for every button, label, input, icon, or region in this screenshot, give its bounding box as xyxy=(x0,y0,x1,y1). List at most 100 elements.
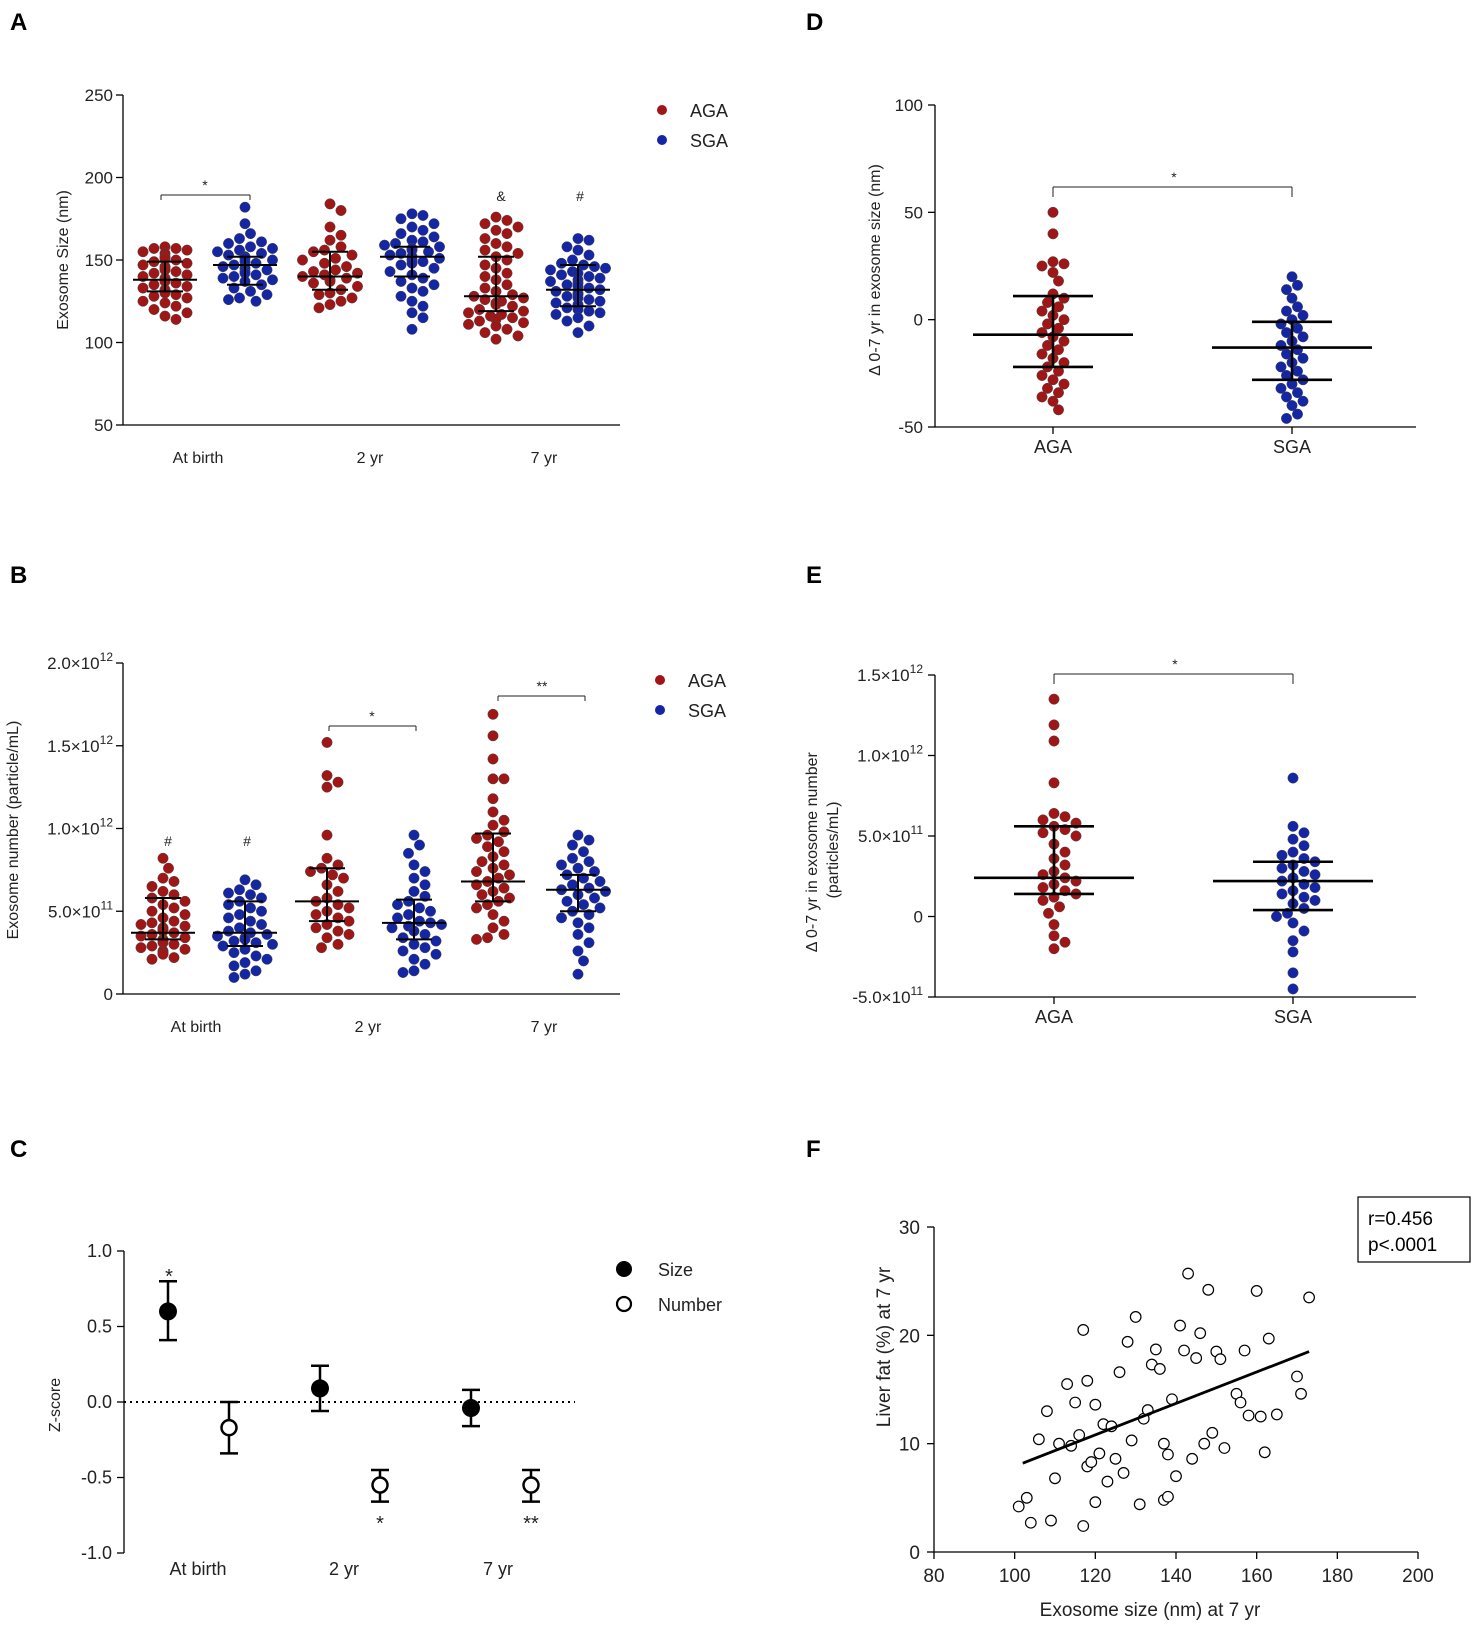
panel-a-group-0-point-15 xyxy=(170,266,182,277)
panel-a-ytick-label-2: 150 xyxy=(85,251,113,270)
panel-c-legend-number-marker xyxy=(615,1295,633,1313)
panel-e-group-0-point-30 xyxy=(1059,936,1071,948)
panel-d-group-0-point-1 xyxy=(1047,228,1059,240)
panel-b-group-5-point-18 xyxy=(561,895,573,907)
panel-b-group-1-point-9 xyxy=(256,905,267,917)
panel-b-group-2-point-9 xyxy=(327,869,338,881)
panel-f-point-57 xyxy=(1250,1285,1263,1297)
panel-a-group-4-point-3 xyxy=(512,221,524,233)
panel-b-group-4-point-3 xyxy=(487,773,499,785)
panel-b-group-0-point-11 xyxy=(146,905,158,917)
panel-a-group-4-point-37 xyxy=(518,317,529,329)
panel-b-group-4-point-26 xyxy=(476,889,488,901)
panel-c-ylabel: Z-score xyxy=(47,1378,64,1432)
panel-b-group-3-point-31 xyxy=(397,967,409,978)
panel-a-group-3-point-36 xyxy=(417,312,429,324)
panel-d-ytick-label-3: 100 xyxy=(895,96,923,115)
panel-f-point-41 xyxy=(1174,1319,1186,1332)
panel-a-group-4-point-8 xyxy=(501,241,513,253)
panel-b-group-2-point-20 xyxy=(343,915,355,927)
panel-a-group-4-point-13 xyxy=(479,259,491,271)
panel-b-sig-7yr: ** xyxy=(537,678,548,694)
panel-a-axes: 50 100 150 200 250 At birth 2 yr 7 yr xyxy=(85,86,620,467)
panel-b-group-1-point-31 xyxy=(250,965,262,977)
panel-c-ytick-label-0: -1.0 xyxy=(81,1543,112,1563)
panel-a-group-0-point-16 xyxy=(148,267,160,279)
panel-f-stats-box xyxy=(1357,1196,1471,1263)
panel-a-group-0-point-39 xyxy=(170,313,182,325)
panel-e-group-1-point-12 xyxy=(1309,869,1321,881)
panel-b-group-1-point-1 xyxy=(250,879,262,891)
panel-c-ytick-label-4: 1.0 xyxy=(87,1241,112,1261)
panel-f-point-10 xyxy=(1069,1396,1082,1409)
panel-b-group-2-point-0 xyxy=(321,736,333,748)
panel-f-point-63 xyxy=(1295,1387,1307,1400)
panel-b-group-4-point-36 xyxy=(471,933,482,945)
panel-f-xtick-label-0: 80 xyxy=(923,1566,944,1587)
panel-b-group-0-point-4 xyxy=(146,880,158,892)
panel-e-axes: -5.0×1011 0 5.0×1011 1.0×1012 1.5×1012 AGA SGA xyxy=(852,662,1416,1027)
panel-e-group-1-point-18 xyxy=(1276,888,1288,900)
panel-f-r-value: r=0.456 xyxy=(1368,1209,1433,1230)
panel-c-sig-birth-size: * xyxy=(165,1266,173,1288)
panel-e-ylabel: Δ 0-7 yr in exosome number (particles/mL… xyxy=(804,748,842,953)
panel-e-group-0-point-27 xyxy=(1043,907,1054,919)
panel-a-group-0-point-25 xyxy=(181,280,193,292)
panel-b-sig-2yr: * xyxy=(369,708,375,724)
panel-f-point-45 xyxy=(1190,1352,1203,1364)
panel-a-sig-star: * xyxy=(202,177,208,193)
panel-a-group-4-point-41 xyxy=(479,327,491,339)
panel-b-group-4-point-10 xyxy=(482,829,493,841)
panel-a-group-3-point-17 xyxy=(384,249,396,261)
panel-e-group-0-point-1 xyxy=(1048,719,1060,731)
panel-e-group-1-point-27 xyxy=(1287,935,1299,947)
panel-f-point-46 xyxy=(1194,1327,1207,1340)
panel-d-group-1-point-0 xyxy=(1286,271,1298,283)
panel-a-group-3-point-6 xyxy=(395,228,407,240)
panel-d-group-0-point-5 xyxy=(1047,266,1059,278)
panel-a-group-5-point-29 xyxy=(594,295,606,307)
panel-b-group-3-point-1 xyxy=(414,839,425,851)
panel-d-group-0-point-27 xyxy=(1047,374,1059,386)
panel-a-group-1-point-0 xyxy=(239,201,251,213)
panel-f-point-28 xyxy=(1129,1311,1142,1323)
panel-a-group-3-point-9 xyxy=(417,236,429,248)
panel-b-group-0-point-1 xyxy=(163,862,174,874)
panel-b-group-4-point-31 xyxy=(487,909,499,921)
panel-a-group-5-point-6 xyxy=(556,257,567,269)
panel-e-group-0-point-6 xyxy=(1037,814,1049,826)
panel-a-group-0-point-32 xyxy=(181,292,193,304)
panel-d-chart: -50 0 50 100 AGA SGA Δ 0-7 yr in exosome size… xyxy=(867,96,1416,457)
panel-d-group-1-point-6 xyxy=(1297,309,1309,321)
panel-a-group-0-point-35 xyxy=(170,300,182,312)
panel-b-group-3-point-5 xyxy=(408,872,420,884)
panel-b-group-5-point-0 xyxy=(572,829,584,841)
panel-f-axes: 0 10 20 30 80 100 120 140 160 180 200 xyxy=(899,1218,1434,1587)
panel-b-group-5-point-1 xyxy=(583,834,595,846)
panel-e-group-1-point-24 xyxy=(1271,911,1282,922)
panel-c-ytick-label-2: 0.0 xyxy=(87,1392,112,1412)
panel-d-group-1-point-11 xyxy=(1297,331,1309,343)
panel-b-group-5-point-27 xyxy=(583,937,595,949)
panel-e-ylabel-line2: (particles/mL) xyxy=(825,802,842,899)
panel-b-group-0-point-2 xyxy=(157,872,169,884)
panel-b-group-0-point-28 xyxy=(168,938,180,950)
panel-b-group-5-point-20 xyxy=(594,902,606,914)
panel-b-group-4-point-7 xyxy=(498,814,510,826)
panel-a-group-5-point-23 xyxy=(550,285,562,297)
panel-b-group-3-point-21 xyxy=(419,928,431,940)
panel-f-xlabel: Exosome size (nm) at 7 yr xyxy=(1040,1600,1261,1621)
panel-a-group-5-point-14 xyxy=(583,271,595,282)
panel-a-group-0-point-11 xyxy=(137,259,149,271)
panel-a-group-4-point-30 xyxy=(518,305,529,317)
panel-b-group-5-point-17 xyxy=(589,892,600,904)
panel-e-ytick-label-0: -5.0×1011 xyxy=(852,984,923,1007)
panel-b-group-5-point-26 xyxy=(572,928,584,940)
panel-d-ylabel: Δ 0-7 yr in exosome size (nm) xyxy=(867,164,884,376)
panel-f-point-33 xyxy=(1149,1343,1162,1356)
panel-b-ytick-label-1: 5.0×1011 xyxy=(48,898,113,921)
panel-label-b: B xyxy=(10,562,27,589)
panel-b-xcat-0: At birth xyxy=(171,1019,222,1036)
panel-a-group-3-point-35 xyxy=(406,307,418,319)
